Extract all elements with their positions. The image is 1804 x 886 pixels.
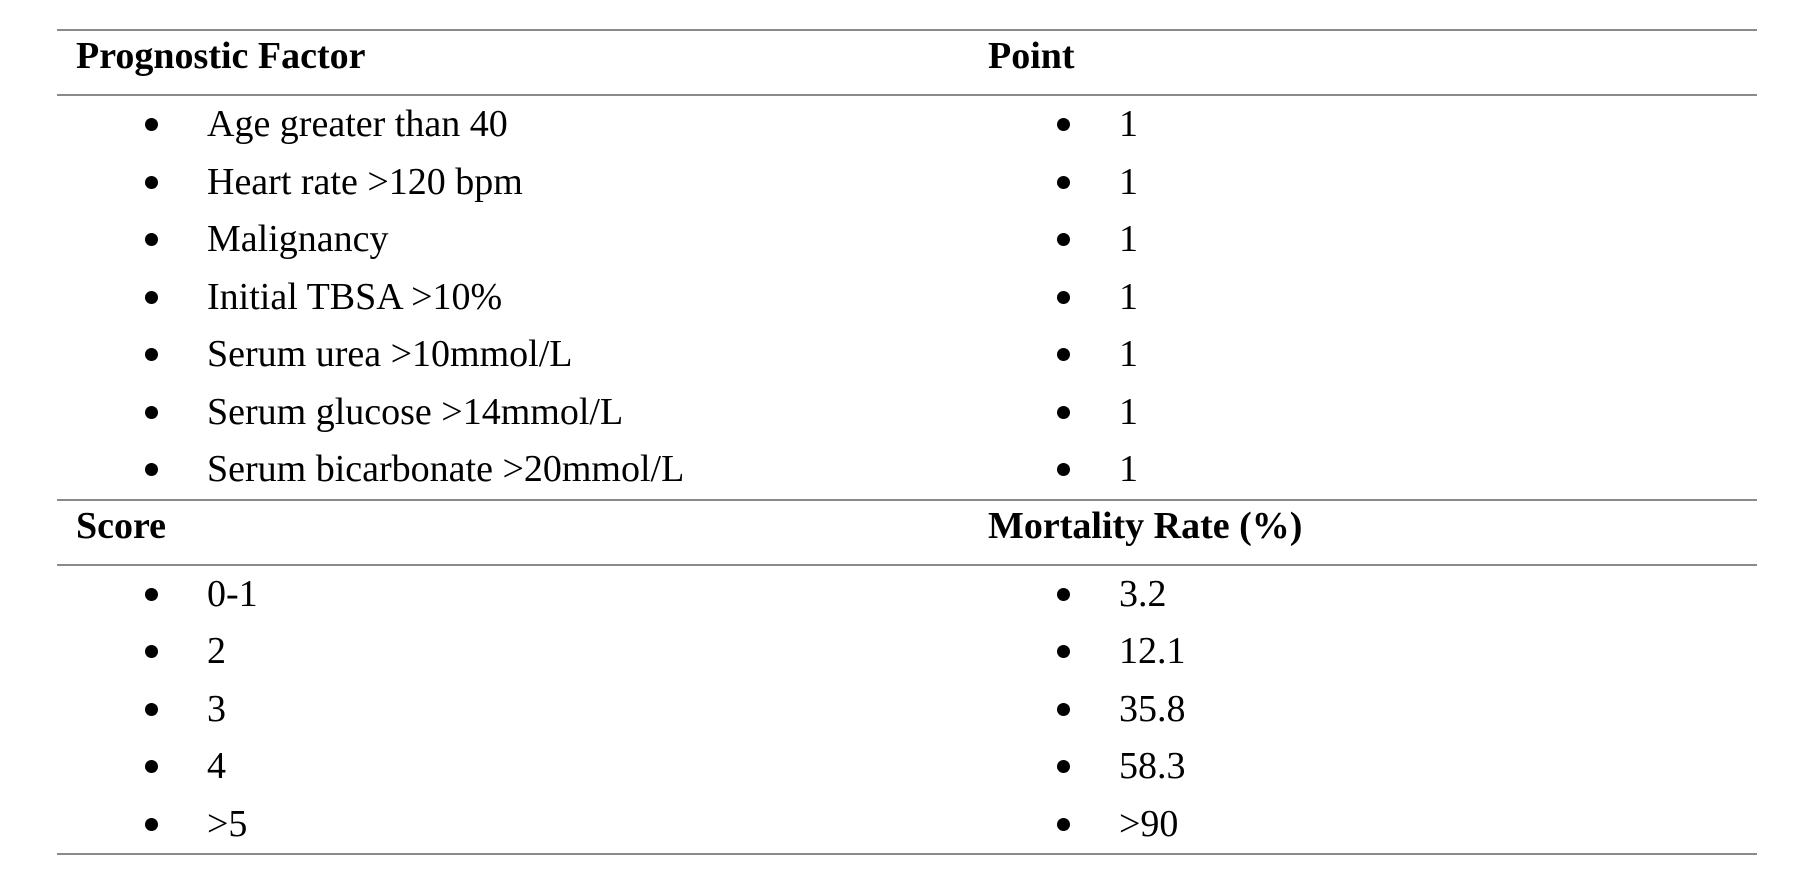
factor-header-row: Prognostic Factor Point (57, 31, 1757, 94)
prognostic-factor-cell: Serum bicarbonate >20mmol/L (207, 448, 685, 490)
bullet-icon (145, 233, 158, 246)
mortality-rate-cell: 3.2 (1119, 572, 1167, 615)
prognostic-factor-cell: Initial TBSA >10% (207, 275, 503, 318)
point-cell: 1 (1119, 103, 1138, 145)
table-row: >5 >90 (57, 796, 1757, 854)
table-row: Serum bicarbonate >20mmol/L 1 (57, 441, 1757, 499)
bullet-icon (145, 760, 158, 773)
header-point: Point (988, 35, 1075, 77)
mortality-rate-cell: >90 (1119, 802, 1179, 845)
bullet-icon (1057, 645, 1070, 658)
bullet-icon (1057, 233, 1070, 246)
bullet-icon (145, 817, 158, 831)
point-cell: 1 (1119, 448, 1138, 490)
mortality-rate-cell: 58.3 (1119, 745, 1186, 787)
bullet-icon (145, 290, 158, 304)
table-row: 3 35.8 (57, 681, 1757, 739)
prognostic-factor-cell: Serum glucose >14mmol/L (207, 390, 624, 433)
bullet-icon (145, 118, 158, 131)
score-cell: 3 (207, 687, 226, 730)
bullet-icon (1057, 290, 1070, 304)
point-cell: 1 (1119, 390, 1138, 433)
table-row: Heart rate >120 bpm 1 (57, 154, 1757, 212)
point-cell: 1 (1119, 333, 1138, 375)
score-rows: 0-1 3.2 2 12.1 3 35.8 4 58.3 >5 >90 (57, 566, 1757, 854)
header-prognostic-factor: Prognostic Factor (76, 35, 366, 77)
bullet-icon (145, 348, 158, 361)
score-cell: 0-1 (207, 572, 258, 615)
score-table: Prognostic Factor Point Age greater than… (57, 29, 1757, 855)
table-row: Age greater than 40 1 (57, 96, 1757, 154)
table-row: Initial TBSA >10% 1 (57, 269, 1757, 327)
score-cell: 2 (207, 630, 226, 672)
top-rule (57, 29, 1757, 31)
header-score: Score (76, 504, 167, 547)
bottom-rule (57, 853, 1757, 855)
bullet-icon (1057, 463, 1070, 476)
mortality-rate-cell: 12.1 (1119, 630, 1186, 672)
bullet-icon (1057, 760, 1070, 773)
table-row: 2 12.1 (57, 623, 1757, 681)
table-row: 4 58.3 (57, 738, 1757, 796)
prognostic-factor-cell: Heart rate >120 bpm (207, 160, 523, 203)
bullet-icon (1057, 405, 1070, 419)
bullet-icon (145, 645, 158, 658)
bullet-icon (145, 405, 158, 419)
prognostic-factor-cell: Malignancy (207, 218, 389, 260)
table-row: Serum urea >10mmol/L 1 (57, 326, 1757, 384)
bullet-icon (145, 587, 158, 601)
prognostic-factor-cell: Age greater than 40 (207, 103, 508, 145)
bullet-icon (1057, 817, 1070, 831)
table-row: 0-1 3.2 (57, 566, 1757, 624)
bullet-icon (145, 175, 158, 189)
bullet-icon (1057, 175, 1070, 189)
bullet-icon (1057, 118, 1070, 131)
bullet-icon (1057, 348, 1070, 361)
factor-rows: Age greater than 40 1 Heart rate >120 bpm 1… (57, 96, 1757, 499)
header-mortality-rate: Mortality Rate (%) (988, 504, 1303, 547)
score-header-row: Score Mortality Rate (%) (57, 501, 1757, 564)
score-cell: >5 (207, 802, 248, 845)
point-cell: 1 (1119, 160, 1138, 203)
section-rule (57, 498, 1757, 501)
prognostic-factor-cell: Serum urea >10mmol/L (207, 333, 573, 375)
header-rule (57, 94, 1757, 96)
score-header-rule (57, 563, 1757, 566)
table-row: Serum glucose >14mmol/L 1 (57, 384, 1757, 442)
mortality-rate-cell: 35.8 (1119, 687, 1186, 730)
point-cell: 1 (1119, 218, 1138, 260)
table-row: Malignancy 1 (57, 211, 1757, 269)
bullet-icon (1057, 702, 1070, 716)
bullet-icon (145, 702, 158, 716)
bullet-icon (145, 463, 158, 476)
point-cell: 1 (1119, 275, 1138, 318)
score-cell: 4 (207, 745, 226, 787)
bullet-icon (1057, 587, 1070, 601)
